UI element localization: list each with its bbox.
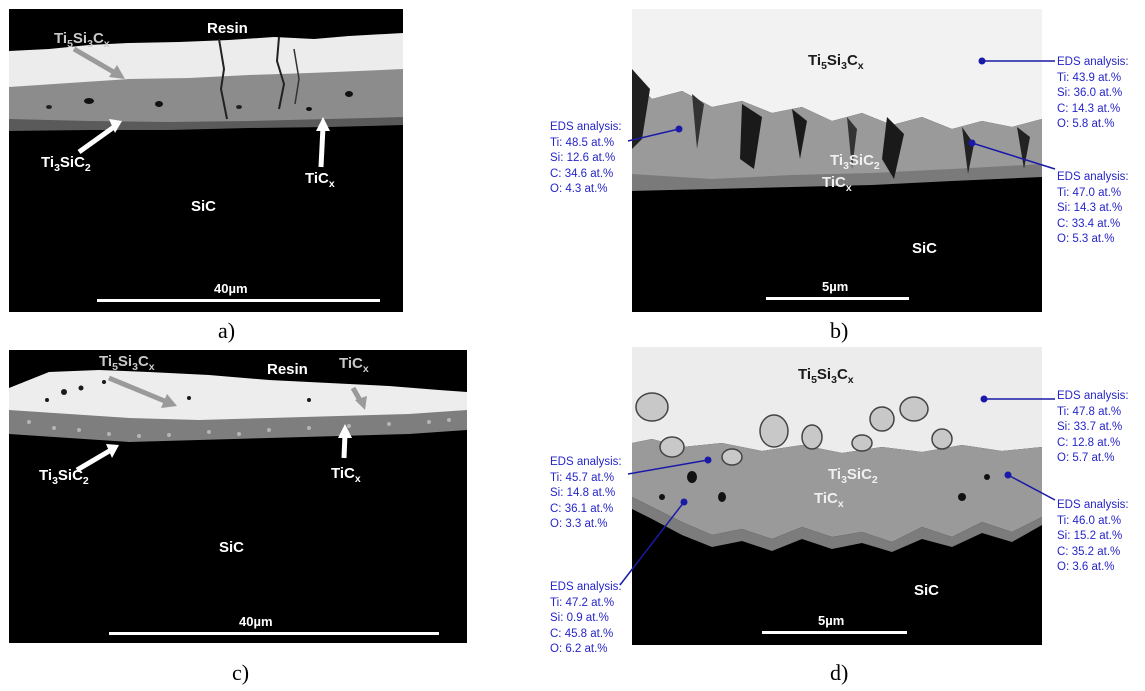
label-ticx-top-c: TiCx — [339, 355, 369, 375]
label-ti5si3cx-b: Ti5Si3Cx — [808, 52, 864, 72]
eds-line: Si: 33.7 at.% — [1057, 421, 1123, 433]
eds-line: O: 5.8 at.% — [1057, 118, 1115, 130]
eds-line: C: 36.1 at.% — [550, 502, 614, 515]
eds-line: Si: 0.9 at.% — [550, 612, 609, 624]
sem-image-a: Resin Ti5Si3Cx Ti3SiC2 TiCx SiC 40µm — [9, 9, 403, 312]
eds-line: Ti: 43.9 at.% — [1057, 71, 1122, 84]
eds-line: Si: 15.2 at.% — [1057, 530, 1123, 542]
eds-line: O: 4.3 at.% — [550, 183, 608, 195]
label-sic-c: SiC — [219, 539, 245, 556]
label-ti5si3cx-a: Ti5Si3Cx — [54, 30, 110, 50]
scale-bar-c — [109, 632, 439, 635]
sem-image-c: Ti5Si3Cx Resin TiCx Ti3SiC2 TiCx SiC 40µ… — [9, 350, 467, 643]
label-ti5si3cx-c: Ti5Si3Cx — [99, 353, 155, 373]
eds-title: EDS analysis: — [1057, 499, 1129, 511]
eds-title: EDS analysis: — [1057, 171, 1129, 183]
sem-image-d: Ti5Si3Cx Ti3SiC2 TiCx SiC 5µm — [632, 347, 1042, 645]
eds-line: Ti: 47.2 at.% — [550, 596, 615, 609]
eds-line: O: 5.7 at.% — [1057, 452, 1115, 464]
scale-bar-a — [97, 299, 380, 302]
label-ti3sic2-b: Ti3SiC2 — [830, 152, 880, 172]
eds-line: Ti: 46.0 at.% — [1057, 514, 1122, 527]
eds-line: C: 45.8 at.% — [550, 627, 614, 640]
eds-box-d2: EDS analysis: Ti: 47.2 at.% Si: 0.9 at.%… — [550, 580, 622, 658]
label-ti3sic2-c: Ti3SiC2 — [39, 467, 89, 487]
eds-line: O: 3.6 at.% — [1057, 561, 1115, 573]
label-ti3sic2-d: Ti3SiC2 — [828, 466, 878, 486]
caption-d: d) — [830, 660, 849, 685]
scale-label-d: 5µm — [818, 613, 845, 628]
scale-label-c: 40µm — [239, 614, 273, 629]
eds-line: C: 12.8 at.% — [1057, 436, 1121, 449]
eds-box-d3: EDS analysis: Ti: 47.8 at.% Si: 33.7 at.… — [1057, 389, 1129, 467]
eds-title: EDS analysis: — [550, 581, 622, 593]
eds-line: Si: 12.6 at.% — [550, 152, 616, 164]
label-resin-c: Resin — [267, 361, 308, 378]
caption-c: c) — [232, 660, 250, 685]
label-sic-b: SiC — [912, 240, 938, 257]
eds-line: C: 33.4 at.% — [1057, 217, 1121, 230]
label-ticx-a: TiCx — [305, 170, 335, 190]
eds-line: C: 35.2 at.% — [1057, 545, 1121, 558]
label-ti3sic2-a: Ti3SiC2 — [41, 154, 91, 174]
label-sic-a: SiC — [191, 198, 217, 215]
label-ticx-b: TiCx — [822, 174, 852, 194]
eds-line: O: 6.2 at.% — [550, 643, 608, 655]
label-sic-d: SiC — [914, 582, 940, 599]
label-ticx-d: TiCx — [814, 490, 844, 510]
label-ticx-c: TiCx — [331, 465, 361, 485]
label-ti5si3cx-d: Ti5Si3Cx — [798, 366, 854, 386]
eds-title: EDS analysis: — [550, 121, 622, 133]
eds-line: Si: 14.8 at.% — [550, 487, 616, 499]
eds-line: Ti: 45.7 at.% — [550, 471, 615, 484]
scale-label-b: 5µm — [822, 279, 849, 294]
scale-label-a: 40µm — [214, 281, 248, 296]
label-resin-a: Resin — [207, 20, 248, 37]
sem-micrograph-a — [9, 33, 403, 168]
sem-micrograph-b — [632, 9, 1042, 312]
eds-box-b1: EDS analysis: Ti: 48.5 at.% Si: 12.6 at.… — [550, 120, 622, 198]
sem-image-b: Ti5Si3Cx Ti3SiC2 TiCx SiC 5µm — [632, 9, 1042, 312]
caption-b: b) — [830, 318, 849, 343]
caption-a: a) — [218, 318, 236, 343]
scale-bar-b — [766, 297, 909, 300]
eds-box-d4: EDS analysis: Ti: 46.0 at.% Si: 15.2 at.… — [1057, 498, 1129, 576]
sem-micrograph-d — [632, 347, 1042, 645]
eds-title: EDS analysis: — [1057, 56, 1129, 68]
eds-line: C: 34.6 at.% — [550, 167, 614, 180]
scale-bar-d — [762, 631, 907, 634]
eds-box-b2: EDS analysis: Ti: 43.9 at.% Si: 36.0 at.… — [1057, 55, 1129, 133]
eds-line: O: 3.3 at.% — [550, 518, 608, 530]
eds-line: O: 5.3 at.% — [1057, 233, 1115, 245]
eds-box-d1: EDS analysis: Ti: 45.7 at.% Si: 14.8 at.… — [550, 455, 622, 533]
eds-box-b3: EDS analysis: Ti: 47.0 at.% Si: 14.3 at.… — [1057, 170, 1129, 248]
eds-line: C: 14.3 at.% — [1057, 102, 1121, 115]
eds-line: Si: 36.0 at.% — [1057, 87, 1123, 99]
eds-line: Ti: 47.0 at.% — [1057, 186, 1122, 199]
eds-title: EDS analysis: — [550, 456, 622, 468]
eds-line: Ti: 47.8 at.% — [1057, 405, 1122, 418]
eds-line: Ti: 48.5 at.% — [550, 136, 615, 149]
eds-title: EDS analysis: — [1057, 390, 1129, 402]
eds-line: Si: 14.3 at.% — [1057, 202, 1123, 214]
sem-micrograph-c — [9, 370, 467, 473]
